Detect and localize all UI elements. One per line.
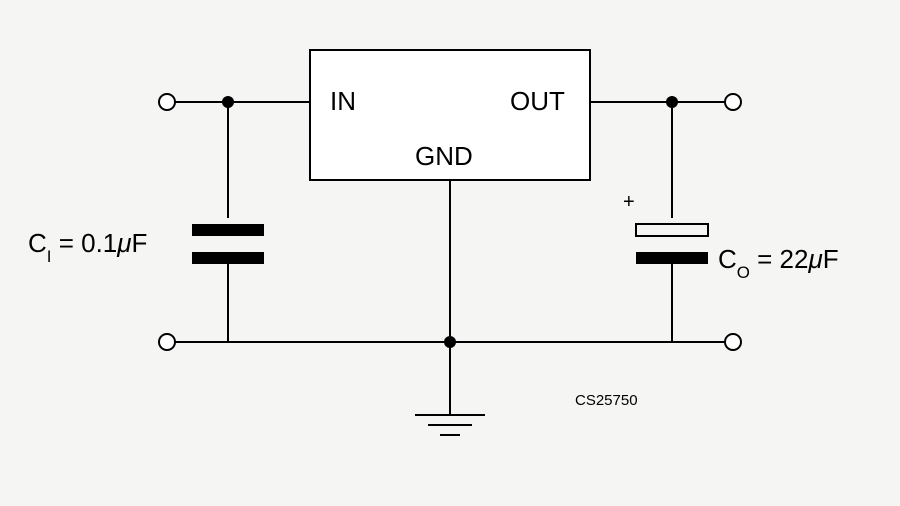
chip-pin-out: OUT: [510, 86, 565, 116]
cap-input-plate-bot: [192, 252, 264, 264]
junction-dot: [444, 336, 456, 348]
cap-output-plate-bot: [636, 252, 708, 264]
cap-output-polarity: +: [623, 191, 635, 213]
schematic-canvas: INOUTGND+CI = 0.1μFCO = 22μFCS25750: [0, 0, 900, 506]
junction-dot: [222, 96, 234, 108]
cap-input-plate-top: [192, 224, 264, 236]
junction-dot: [666, 96, 678, 108]
terminal: [159, 334, 175, 350]
terminal: [725, 94, 741, 110]
part-number: CS25750: [575, 392, 638, 409]
chip-pin-gnd: GND: [415, 141, 473, 171]
terminal: [159, 94, 175, 110]
terminal: [725, 334, 741, 350]
chip-pin-in: IN: [330, 86, 356, 116]
